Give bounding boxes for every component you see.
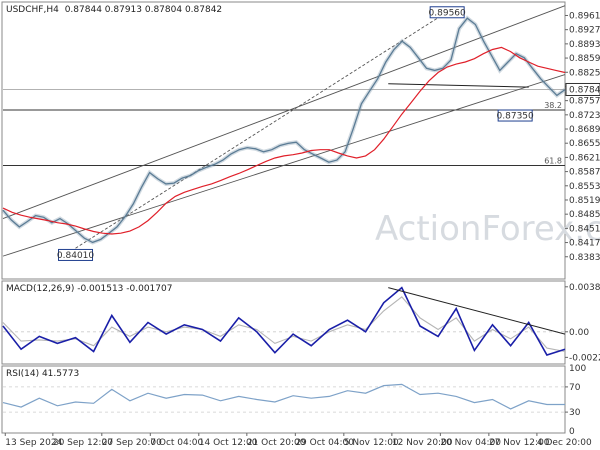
price-lines — [1, 5, 567, 257]
price-ytick-label: 0.88255 — [569, 68, 600, 78]
macd-ytick-label: 0.003873 — [569, 283, 600, 293]
current-price-tag — [565, 82, 600, 96]
price-ytick-label: 0.85195 — [569, 196, 600, 206]
x-tick-label: 7 Oct 04:00 — [150, 438, 203, 448]
macd-panel-frame — [1, 280, 566, 365]
price-ytick-label: 0.86215 — [569, 153, 600, 163]
neckline — [388, 83, 529, 88]
price-ytick-label: 0.87235 — [569, 111, 600, 121]
price-ytick-label: 0.88935 — [569, 40, 600, 50]
price-levels: 38.2 61.8 0.87842 — [3, 82, 600, 167]
price-annotation-box — [58, 248, 94, 261]
x-tick-label: 12 Nov 20:00 — [392, 438, 453, 448]
rsi-ytick-label: 100 — [569, 364, 586, 374]
price-annotation-label: 0.84010 — [57, 251, 94, 261]
x-tick-label: 4 Dec 20:00 — [537, 438, 592, 448]
macd-title: MACD(12,26,9) -0.001513 -0.001707 — [6, 284, 172, 294]
price-annotation-label: 0.87350 — [497, 112, 534, 122]
fib-level-label: 38.2 — [544, 101, 562, 110]
rsi-ytick-label: 0 — [569, 427, 575, 437]
price-annotation-box — [497, 109, 533, 122]
price-line — [2, 17, 566, 244]
price-ytick-label: 0.85535 — [569, 182, 600, 192]
macd-ytick-label: -0.002201 — [569, 353, 600, 363]
price-ytick-label: 0.84515 — [569, 224, 600, 234]
price-title: USDCHF,H4 0.87844 0.87913 0.87804 0.8784… — [6, 5, 222, 15]
x-tick-label: 20 Nov 04:00 — [440, 438, 501, 448]
fib-level-label: 61.8 — [544, 157, 562, 166]
rsi-layer: 100 70 30 0 — [2, 364, 586, 437]
price-ytick-label: 0.84175 — [569, 239, 600, 249]
x-tick-label: 14 Oct 12:00 — [199, 438, 258, 448]
price-annotations: 0.89560 0.87350 0.84010 — [57, 6, 534, 261]
price-ytick-label: 0.86555 — [569, 139, 600, 149]
current-price-label: 0.87842 — [569, 85, 600, 95]
price-ytick-label: 0.85875 — [569, 168, 600, 178]
channel-mid-line — [75, 17, 439, 249]
price-ytick-label: 0.88595 — [569, 54, 600, 64]
price-ytick-label: 0.83835 — [569, 253, 600, 263]
price-panel-frame — [1, 1, 566, 280]
price-ytick-label: 0.86895 — [569, 125, 600, 135]
x-tick-label: 29 Oct 04:00 — [295, 438, 354, 448]
price-ytick-label: 0.89275 — [569, 26, 600, 36]
price-ytick-label: 0.87575 — [569, 97, 600, 107]
macd-layer: 0.003873 0.00 -0.002201 — [2, 283, 600, 363]
price-ytick-label: 0.89615 — [569, 11, 600, 21]
x-tick-label: 21 Oct 20:00 — [247, 438, 306, 448]
x-tick-label: 5 Nov 12:00 — [344, 438, 399, 448]
macd-ytick-label: 0.00 — [569, 328, 589, 338]
x-tick-label: 13 Sep 2024 — [5, 438, 62, 448]
macd-signal-line — [2, 296, 566, 353]
rsi-line — [2, 383, 565, 410]
ohlc-values: 0.87844 0.87913 0.87804 0.87842 — [65, 5, 222, 15]
rsi-ytick-label: 30 — [569, 408, 581, 418]
x-tick-label: 20 Sep 12:00 — [53, 438, 113, 448]
macd-line — [2, 286, 566, 356]
symbol-title: USDCHF,H4 — [6, 5, 59, 15]
price-ytick-label: 0.84855 — [569, 210, 600, 220]
price-annotation-label: 0.89560 — [429, 8, 466, 18]
watermark: ActionForex.com — [375, 209, 600, 249]
rsi-title: RSI(14) 41.5773 — [6, 369, 79, 379]
channel-upper-line — [2, 5, 566, 219]
x-tick-label: 27 Nov 12:00 — [489, 438, 550, 448]
rsi-panel-frame — [1, 365, 566, 434]
channel-lower-line — [2, 74, 566, 257]
rsi-ytick-label: 70 — [569, 383, 581, 393]
macd-trendline — [388, 287, 566, 335]
price-y-axis: 0.896150.892750.889350.885950.882550.879… — [565, 11, 600, 263]
price-annotation-box — [429, 6, 465, 19]
moving-average-line — [2, 46, 566, 235]
x-tick-label: 27 Sep 20:00 — [102, 438, 162, 448]
